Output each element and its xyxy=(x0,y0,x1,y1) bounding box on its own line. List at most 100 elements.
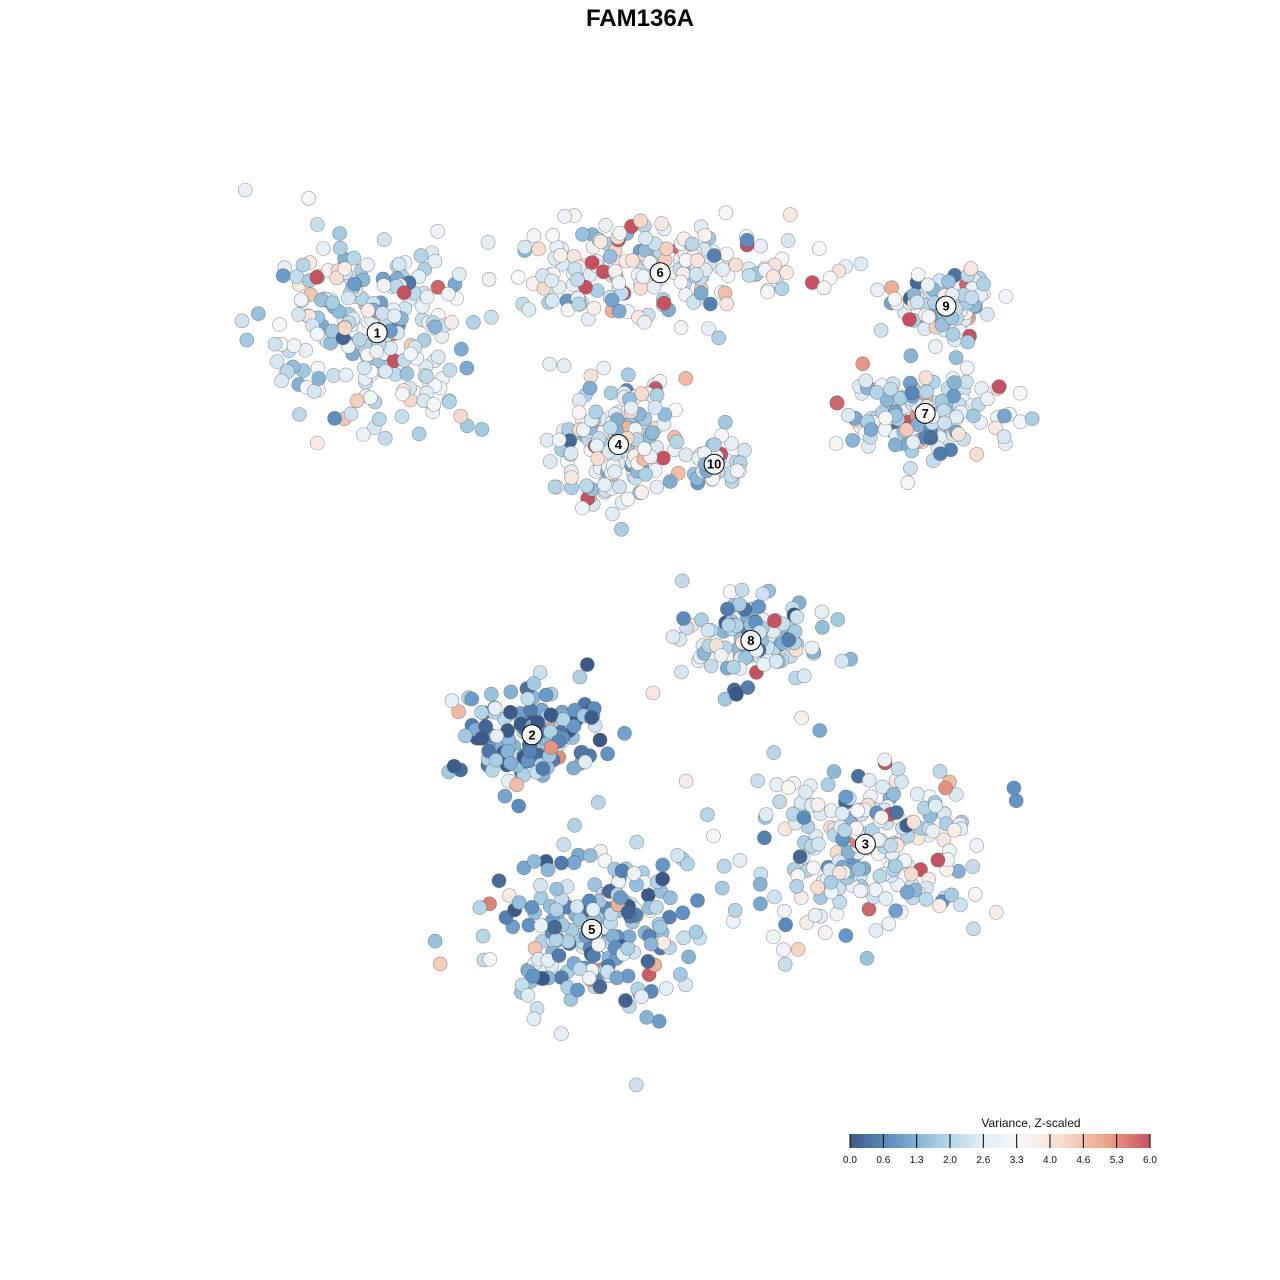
data-point xyxy=(938,780,953,796)
data-point xyxy=(474,422,490,437)
data-point xyxy=(807,907,823,923)
data-point xyxy=(572,961,588,977)
data-point xyxy=(585,902,601,917)
cluster-label-text: 1 xyxy=(374,325,381,340)
data-point xyxy=(548,932,564,948)
data-point xyxy=(980,391,995,407)
data-point xyxy=(611,303,627,319)
data-point xyxy=(804,640,820,656)
data-point xyxy=(612,225,628,241)
data-point xyxy=(997,408,1012,424)
data-point xyxy=(301,191,317,206)
data-point xyxy=(386,308,402,324)
data-point xyxy=(526,1011,542,1027)
data-point xyxy=(726,659,741,675)
data-point xyxy=(403,346,418,362)
data-point xyxy=(910,267,926,283)
data-point xyxy=(963,261,979,276)
data-point xyxy=(466,314,481,330)
data-point xyxy=(903,461,918,476)
data-point xyxy=(474,731,490,746)
data-point xyxy=(789,878,805,894)
data-point xyxy=(457,728,473,744)
data-point xyxy=(566,718,582,734)
data-point xyxy=(806,860,821,876)
data-point xyxy=(634,485,650,500)
data-point xyxy=(371,411,387,427)
legend-tick-label: 0.0 xyxy=(843,1155,857,1166)
data-point xyxy=(526,228,542,243)
data-point xyxy=(310,326,325,342)
legend-tick-label: 3.3 xyxy=(1010,1155,1024,1166)
data-point xyxy=(618,993,633,1008)
data-point xyxy=(711,330,727,346)
data-point xyxy=(690,253,705,268)
data-point xyxy=(591,937,606,953)
data-point xyxy=(703,658,719,674)
data-point xyxy=(887,291,903,307)
data-point xyxy=(542,454,558,469)
data-point xyxy=(543,724,558,740)
data-point xyxy=(483,686,499,702)
data-point xyxy=(349,393,365,409)
data-point xyxy=(411,426,427,442)
data-point xyxy=(637,315,652,330)
data-point xyxy=(628,1077,644,1093)
data-point xyxy=(965,859,981,874)
data-point xyxy=(444,314,459,330)
data-point xyxy=(639,1010,655,1025)
data-point xyxy=(713,648,729,663)
data-point xyxy=(649,899,664,915)
data-point xyxy=(727,902,743,918)
data-point xyxy=(998,289,1014,304)
color-legend: Variance, Z-scaled 0.0 0.6 1.3 2.0 2.6 3.3 4.0… xyxy=(843,1116,1157,1166)
data-point xyxy=(841,407,856,423)
data-point xyxy=(886,786,902,802)
data-point xyxy=(521,302,537,317)
data-point xyxy=(587,877,603,892)
data-point xyxy=(545,293,560,309)
data-point xyxy=(789,609,805,625)
data-point xyxy=(623,400,639,416)
cluster-label-2: 2 xyxy=(521,724,543,746)
data-point xyxy=(750,773,766,789)
legend-tick-label: 4.6 xyxy=(1076,1155,1090,1166)
data-point xyxy=(753,896,768,912)
data-point xyxy=(903,348,919,364)
data-point xyxy=(647,400,663,415)
data-point xyxy=(377,430,393,446)
cluster-label-text: 8 xyxy=(747,633,754,648)
data-point xyxy=(765,269,781,285)
data-point xyxy=(430,349,446,365)
data-point xyxy=(756,657,772,672)
data-point xyxy=(629,834,645,850)
data-point xyxy=(732,853,748,868)
data-point xyxy=(643,936,659,952)
data-point xyxy=(959,360,975,376)
data-point xyxy=(859,950,875,966)
data-point xyxy=(481,271,497,287)
data-point xyxy=(396,285,412,301)
data-point xyxy=(346,250,362,266)
chart-title: FAM136A xyxy=(586,5,694,32)
data-point xyxy=(419,289,435,305)
data-point xyxy=(566,760,581,776)
data-point xyxy=(399,366,415,381)
data-point xyxy=(979,307,995,322)
data-point xyxy=(969,838,985,853)
data-point xyxy=(680,856,695,872)
data-point xyxy=(767,889,782,905)
data-point xyxy=(778,917,793,933)
data-point xyxy=(946,822,962,838)
data-point xyxy=(598,218,614,233)
data-point xyxy=(753,238,769,254)
data-point xyxy=(715,262,731,277)
legend-title: Variance, Z-scaled xyxy=(981,1116,1080,1130)
data-point xyxy=(588,404,604,420)
data-point xyxy=(918,370,934,386)
data-point xyxy=(584,710,599,725)
data-point xyxy=(593,234,609,249)
cluster-label-badge xyxy=(914,402,936,424)
data-point xyxy=(706,828,721,844)
data-point xyxy=(662,909,677,925)
